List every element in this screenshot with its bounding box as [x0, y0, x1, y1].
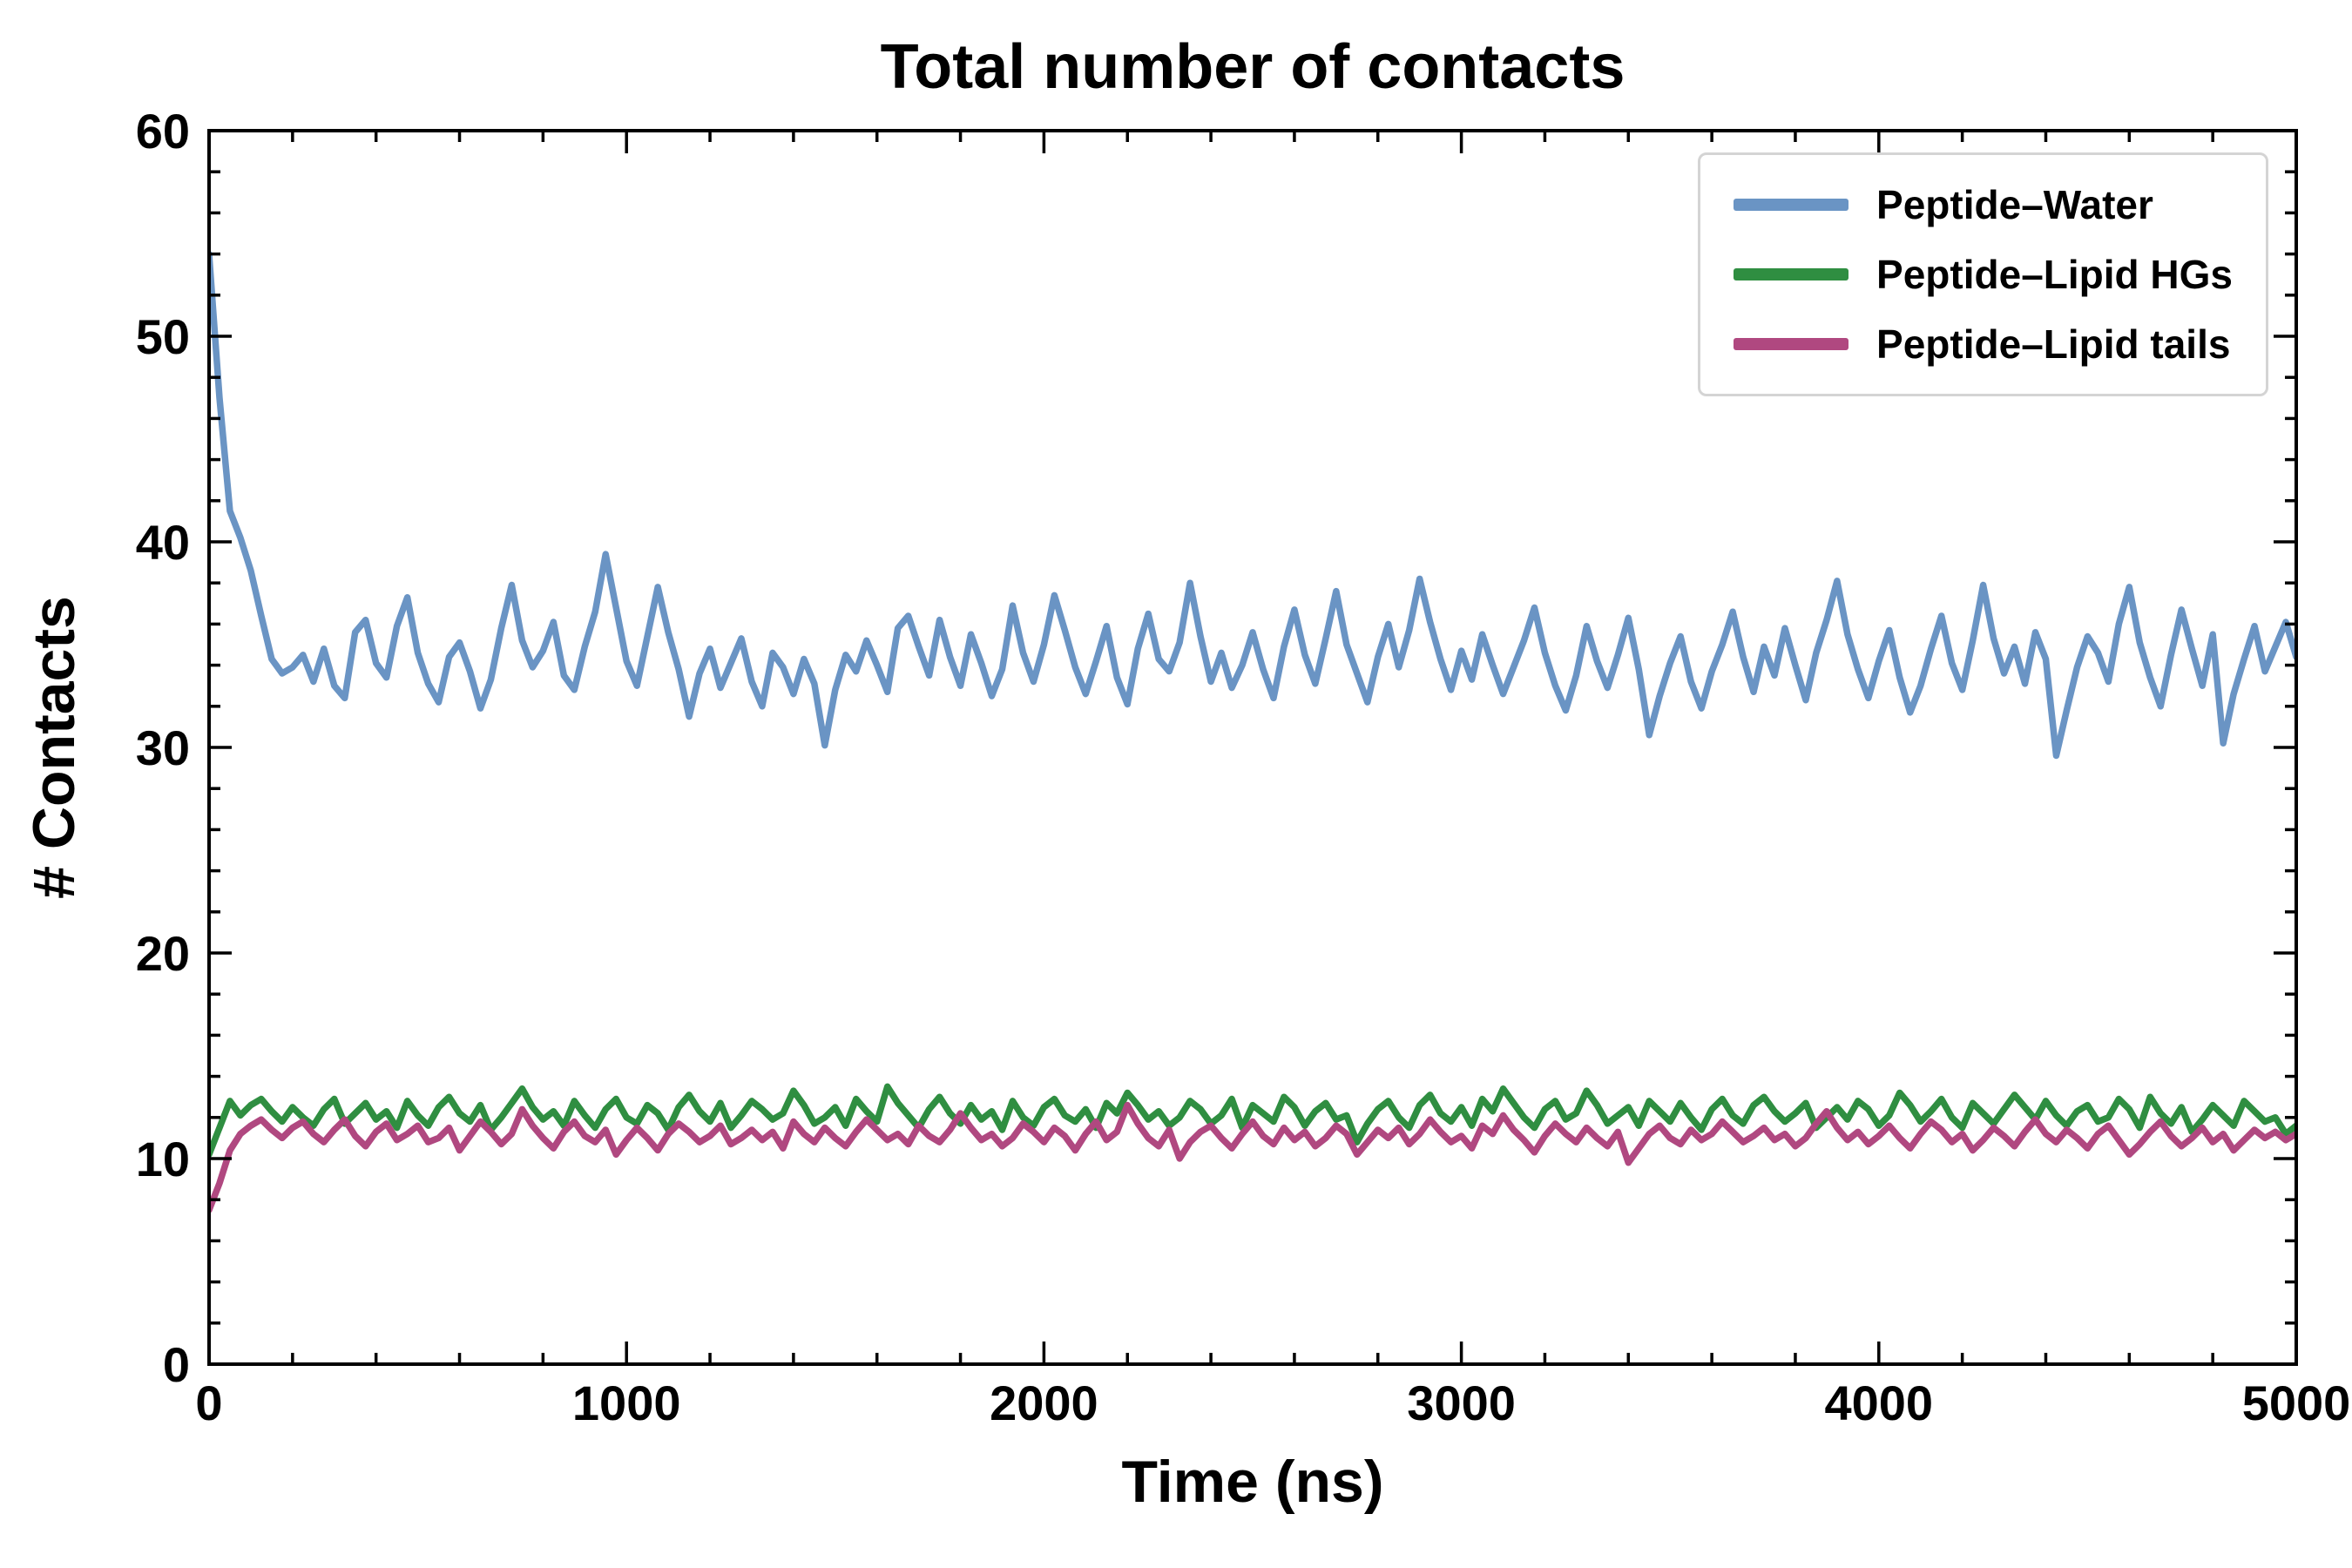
y-tick-label: 50	[136, 309, 190, 364]
series-line-peptide-lipid-hgs	[209, 1083, 2296, 1159]
legend: Peptide–Water Peptide–Lipid HGs Peptide–Li…	[1698, 152, 2268, 396]
legend-label: Peptide–Lipid HGs	[1876, 252, 2233, 297]
y-tick-label: 20	[136, 926, 190, 981]
x-tick-label: 5000	[2242, 1375, 2351, 1430]
x-tick-label: 3000	[1407, 1375, 1516, 1430]
series-line-peptide-water	[209, 250, 2296, 760]
x-axis-label: Time (ns)	[1121, 1449, 1384, 1515]
legend-swatch-icon	[1734, 268, 1849, 280]
x-tick-label: 4000	[1825, 1375, 1934, 1430]
y-tick-label: 10	[136, 1132, 190, 1186]
y-axis-label: # Contacts	[21, 596, 87, 899]
legend-label: Peptide–Lipid tails	[1876, 321, 2231, 367]
legend-label: Peptide–Water	[1876, 182, 2153, 227]
x-tick-label: 2000	[990, 1375, 1098, 1430]
legend-item: Peptide–Lipid HGs	[1734, 251, 2233, 298]
legend-swatch-icon	[1734, 199, 1849, 211]
x-tick-label: 0	[195, 1375, 222, 1430]
y-tick-label: 0	[163, 1337, 190, 1392]
legend-item: Peptide–Water	[1734, 181, 2233, 228]
chart-title: Total number of contacts	[880, 32, 1625, 102]
y-tick-label: 30	[136, 720, 190, 775]
axes-spines	[207, 129, 2298, 1366]
legend-swatch-icon	[1734, 338, 1849, 350]
legend-item: Peptide–Lipid tails	[1734, 321, 2233, 368]
x-tick-label: 1000	[572, 1375, 681, 1430]
series-line-peptide-lipid-tails	[209, 1101, 2296, 1213]
y-tick-label: 40	[136, 515, 190, 570]
y-tick-label: 60	[136, 104, 190, 159]
